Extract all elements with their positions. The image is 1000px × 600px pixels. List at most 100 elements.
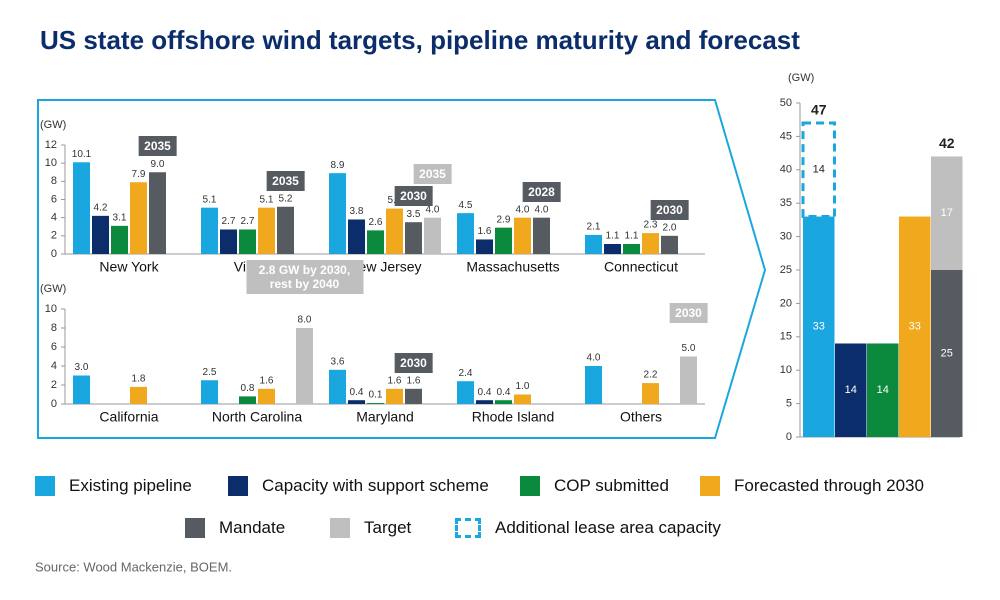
value-label: 14	[813, 164, 825, 176]
bar	[258, 207, 275, 254]
value-label: 3.0	[75, 362, 89, 373]
x-tick-label: New Jersey	[348, 259, 421, 275]
legend-item: Forecasted through 2030	[700, 476, 924, 496]
legend-label: COP submitted	[554, 476, 669, 495]
legend-item: Existing pipeline	[35, 476, 192, 496]
value-label: 2.2	[644, 370, 658, 381]
legend-label: Mandate	[219, 518, 286, 537]
y-tick-label: 2	[51, 379, 57, 391]
value-label: 0.1	[369, 390, 383, 401]
legend-label: Target	[364, 518, 412, 537]
value-label: 5.1	[203, 194, 217, 205]
bar	[424, 217, 441, 254]
value-label: 3.6	[331, 356, 345, 367]
bar	[386, 388, 403, 404]
value-label: 2.0	[663, 222, 677, 233]
value-label: 25	[941, 347, 953, 359]
value-label: 1.0	[516, 381, 530, 392]
y-tick-label: 40	[780, 164, 792, 176]
legend-item: Additional lease area capacity	[455, 518, 721, 538]
value-label: 4.0	[587, 353, 601, 364]
year-label: 2035	[266, 170, 305, 191]
legend-label: Additional lease area capacity	[495, 518, 721, 537]
bar	[92, 215, 109, 254]
bar	[661, 235, 678, 254]
bar	[495, 227, 512, 254]
y-tick-label: 10	[780, 364, 792, 376]
x-tick-label: North Carolina	[212, 409, 302, 425]
value-label: 5.1	[260, 194, 274, 205]
bar	[130, 182, 147, 254]
bar	[642, 233, 659, 254]
bar	[495, 400, 512, 404]
x-tick-label: Others	[620, 409, 662, 425]
y-tick-label: 8	[51, 175, 57, 187]
bar	[367, 403, 384, 404]
legend-label: Forecasted through 2030	[734, 476, 924, 495]
value-label: 33	[813, 321, 825, 333]
bar	[367, 230, 384, 254]
bar	[585, 234, 602, 254]
bar	[405, 388, 422, 404]
bar	[73, 162, 90, 254]
y-tick-label: 4	[51, 360, 57, 372]
bar	[239, 396, 256, 404]
value-label: 0.4	[350, 387, 364, 398]
y-tick-label: 15	[780, 331, 792, 343]
bar	[623, 244, 640, 254]
value-label: 14	[877, 384, 889, 396]
total-label: 42	[939, 135, 955, 151]
value-label: 7.9	[132, 169, 146, 180]
y-tick-label: 4	[51, 212, 57, 224]
bar	[149, 172, 166, 254]
bar	[476, 400, 493, 404]
bar	[220, 229, 237, 254]
year-label: 2030	[650, 199, 689, 220]
bar-segment	[803, 216, 835, 437]
x-tick-label: Connecticut	[604, 259, 678, 275]
value-label: 14	[845, 384, 857, 396]
panel-outline	[37, 99, 767, 439]
y-tick-label: 30	[780, 231, 792, 243]
y-axis-label: (GW)	[40, 119, 66, 131]
value-label: 8.0	[298, 315, 312, 326]
value-label: 2.4	[459, 368, 473, 379]
y-tick-label: 45	[780, 130, 792, 142]
y-tick-label: 35	[780, 197, 792, 209]
y-tick-label: 0	[51, 398, 57, 410]
value-label: 1.1	[606, 231, 620, 242]
value-label: 1.6	[388, 375, 402, 386]
value-label: 10.1	[72, 149, 92, 160]
bar	[111, 225, 128, 254]
bar	[457, 381, 474, 404]
value-label: 0.8	[241, 383, 255, 394]
bar	[457, 213, 474, 254]
value-label: 17	[941, 207, 953, 219]
title: US state offshore wind targets, pipeline…	[40, 25, 800, 55]
value-label: 0.4	[497, 387, 511, 398]
value-label: 2.5	[203, 367, 217, 378]
y-tick-label: 6	[51, 341, 57, 353]
year-label: 2028	[522, 181, 561, 202]
legend-label: Existing pipeline	[69, 476, 192, 495]
legend-item: Mandate	[185, 518, 285, 538]
x-tick-label: Rhode Island	[472, 409, 555, 425]
y-axis-label: (GW)	[40, 283, 66, 295]
bar	[585, 366, 602, 404]
value-label: 4.2	[94, 202, 108, 213]
legend-swatch	[520, 476, 540, 496]
value-label: 5.0	[682, 343, 696, 354]
legend-swatch	[455, 518, 481, 538]
x-tick-label: Maryland	[356, 409, 414, 425]
bar-segment	[931, 156, 963, 270]
y-tick-label: 50	[780, 97, 792, 109]
bar	[201, 380, 218, 404]
value-label: 2.7	[241, 216, 255, 227]
source: Source: Wood Mackenzie, BOEM.	[35, 559, 232, 574]
bar	[277, 206, 294, 254]
bar-segment	[867, 343, 899, 437]
x-tick-label: California	[99, 409, 158, 425]
y-tick-label: 8	[51, 322, 57, 334]
